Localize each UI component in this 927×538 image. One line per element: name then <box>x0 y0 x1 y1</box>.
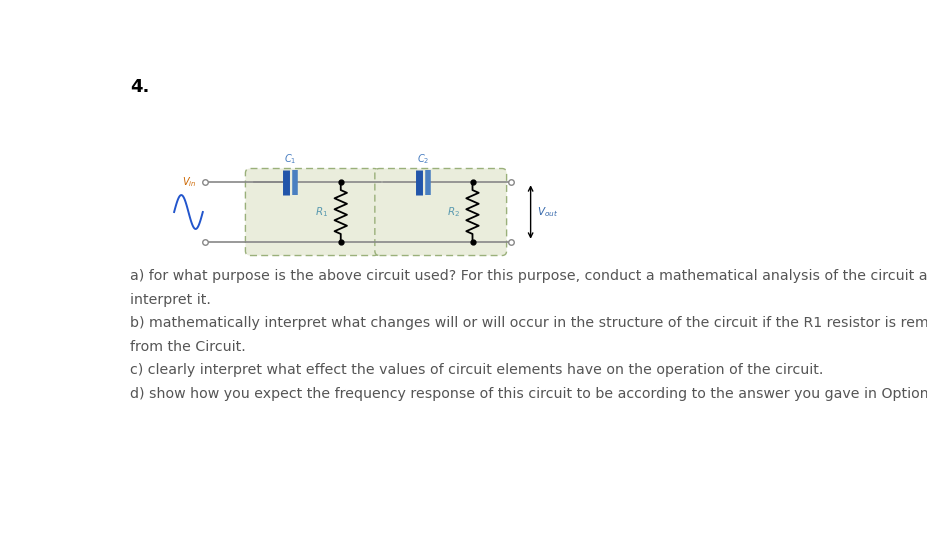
Text: $C_1$: $C_1$ <box>284 152 297 166</box>
Text: $V_{in}$: $V_{in}$ <box>182 175 196 189</box>
Text: b) mathematically interpret what changes will or will occur in the structure of : b) mathematically interpret what changes… <box>130 316 927 330</box>
Text: interpret it.: interpret it. <box>130 293 210 307</box>
Text: $C_2$: $C_2$ <box>417 152 429 166</box>
Text: $R_2$: $R_2$ <box>447 205 460 219</box>
Text: $R_1$: $R_1$ <box>315 205 328 219</box>
Text: a) for what purpose is the above circuit used? For this purpose, conduct a mathe: a) for what purpose is the above circuit… <box>130 270 927 284</box>
Text: $V_{out}$: $V_{out}$ <box>536 205 557 219</box>
Text: 4.: 4. <box>130 79 149 96</box>
Text: c) clearly interpret what effect the values of circuit elements have on the oper: c) clearly interpret what effect the val… <box>130 363 822 377</box>
FancyBboxPatch shape <box>245 168 378 256</box>
FancyBboxPatch shape <box>375 168 506 256</box>
Text: d) show how you expect the frequency response of this circuit to be according to: d) show how you expect the frequency res… <box>130 387 927 401</box>
Text: from the Circuit.: from the Circuit. <box>130 340 246 354</box>
